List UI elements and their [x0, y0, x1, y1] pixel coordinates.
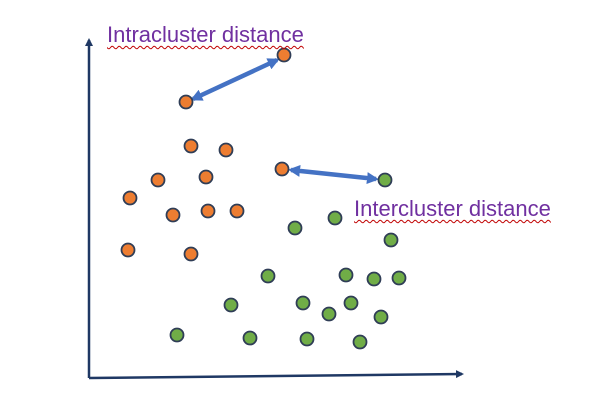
cluster-a-point — [218, 142, 234, 158]
cluster-b-point — [391, 270, 407, 286]
intracluster-distance-label: Intracluster distance — [107, 22, 304, 47]
cluster-a-point — [120, 242, 136, 258]
cluster-a-point — [122, 190, 138, 206]
cluster-a-point — [165, 207, 181, 223]
intercluster-distance-label: Intercluster distance — [354, 196, 551, 221]
cluster-a-point — [198, 169, 214, 185]
cluster-b-point — [242, 330, 258, 346]
cluster-b-point — [169, 327, 185, 343]
cluster-b-point — [383, 232, 399, 248]
cluster-b-point — [366, 271, 382, 287]
cluster-b-point — [352, 334, 368, 350]
cluster-b-point — [260, 268, 276, 284]
cluster-a-point — [150, 172, 166, 188]
cluster-b-point — [295, 295, 311, 311]
intracluster-distance-arrow — [190, 57, 280, 102]
cluster-b-point — [343, 295, 359, 311]
distance-arrows — [190, 57, 379, 185]
cluster-a-point — [183, 246, 199, 262]
cluster-a-point — [229, 203, 245, 219]
intercluster-distance-arrow — [288, 164, 379, 185]
cluster-b-point — [377, 172, 393, 188]
x-axis — [88, 370, 464, 380]
cluster-a-point — [274, 161, 290, 177]
cluster-b-point — [373, 309, 389, 325]
cluster-b-point — [223, 297, 239, 313]
cluster-b-point — [321, 306, 337, 322]
cluster-a-point — [276, 47, 292, 63]
cluster-a-point — [200, 203, 216, 219]
cluster-points — [120, 47, 407, 350]
cluster-b-point — [287, 220, 303, 236]
cluster-b-point — [338, 267, 354, 283]
cluster-a-point — [178, 94, 194, 110]
axes — [85, 38, 464, 380]
cluster-b-point — [299, 331, 315, 347]
cluster-b-point — [327, 210, 343, 226]
cluster-a-point — [183, 138, 199, 154]
